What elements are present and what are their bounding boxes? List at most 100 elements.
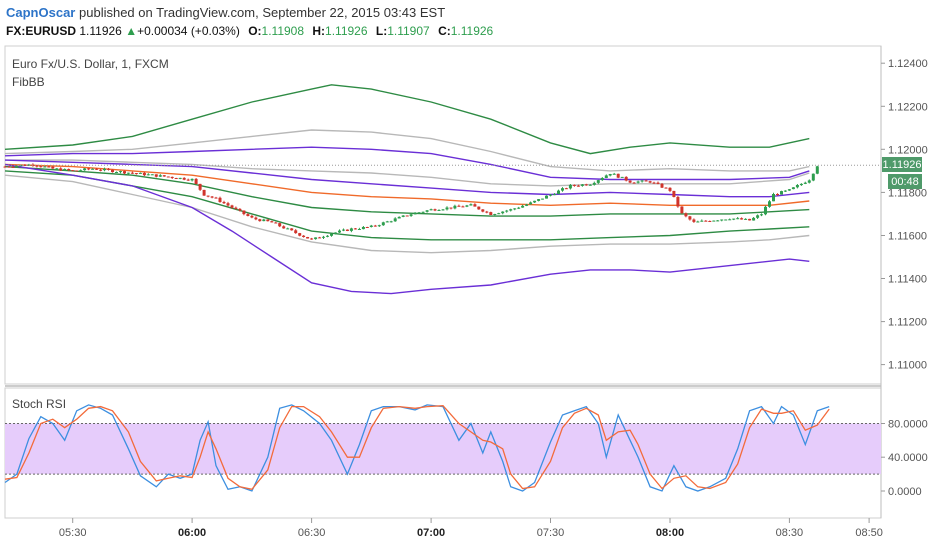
candle-up [369, 225, 373, 227]
candle-up [815, 166, 819, 174]
band-basis [4, 163, 810, 207]
candle-up [803, 182, 807, 184]
indicator-label: FibBB [12, 75, 45, 89]
candle-down [198, 183, 202, 190]
candle-up [549, 194, 552, 196]
candle-up [509, 209, 513, 211]
price-tick-label: 1.11200 [888, 317, 927, 329]
candle-up [791, 187, 795, 190]
candle-down [75, 170, 79, 172]
candle-up [465, 205, 469, 207]
band-gray-lower [4, 174, 810, 254]
candle-up [381, 222, 385, 226]
candle-down [576, 185, 580, 187]
candle-up [780, 191, 783, 195]
symbol-name[interactable]: FX:EURUSD [6, 24, 77, 38]
band-purple-upper [4, 146, 810, 181]
main-pane-title: Euro Fx/U.S. Dollar, 1, FXCM [12, 57, 169, 71]
candle-down [266, 219, 270, 222]
candle-down [162, 175, 166, 177]
candle-down [226, 203, 230, 206]
candle-up [342, 229, 345, 231]
candle-up [736, 218, 740, 220]
candle-up [15, 165, 19, 168]
candle-down [688, 216, 692, 220]
candle-down [290, 228, 294, 231]
high-label: H: [312, 24, 326, 38]
candle-down [71, 170, 75, 172]
candle-down [242, 210, 246, 215]
candle-down [274, 222, 278, 224]
candle-down [652, 182, 656, 184]
candle-up [286, 228, 290, 230]
candle-up [469, 204, 473, 206]
candle-up [799, 183, 803, 186]
candle-up [91, 168, 95, 170]
candle-up [425, 210, 429, 212]
candle-up [43, 166, 47, 168]
candle-down [449, 207, 453, 209]
close-label: C: [438, 24, 451, 38]
candle-down [67, 169, 71, 171]
candle-up [795, 185, 799, 188]
candle-down [59, 168, 63, 171]
candle-down [680, 206, 684, 214]
candle-up [417, 212, 421, 214]
candle-up [756, 215, 760, 218]
high-value: 1.11926 [325, 24, 368, 38]
candle-up [55, 168, 59, 170]
publish-line: CapnOscar published on TradingView.com, … [6, 5, 445, 20]
candle-up [612, 173, 616, 175]
price-tick-label: 1.12000 [888, 144, 928, 156]
candle-up [349, 228, 353, 231]
candle-down [656, 182, 660, 184]
low-value: 1.11907 [387, 24, 430, 38]
candle-up [393, 218, 397, 222]
candle-down [107, 168, 110, 170]
candle-down [668, 187, 672, 191]
candle-up [513, 208, 517, 210]
candle-up [178, 177, 182, 179]
candle-up [768, 201, 771, 207]
candle-down [238, 208, 242, 211]
candle-up [138, 172, 142, 174]
candle-up [79, 170, 83, 172]
candle-up [620, 176, 624, 178]
candle-up [119, 171, 122, 173]
candle-up [83, 168, 87, 171]
candle-down [134, 173, 138, 175]
candle-down [748, 218, 752, 221]
candle-up [783, 190, 787, 192]
candle-down [51, 166, 55, 169]
time-tick-label: 07:30 [537, 527, 565, 539]
candle-up [529, 202, 533, 205]
price-tick-label: 1.11600 [888, 231, 927, 243]
time-tick-label: 06:00 [178, 527, 206, 539]
candle-up [322, 236, 325, 238]
candle-down [489, 212, 493, 215]
candle-up [262, 219, 266, 222]
candle-up [580, 184, 584, 186]
candle-down [123, 171, 126, 174]
candle-down [584, 184, 588, 186]
candle-down [166, 176, 170, 178]
candle-down [564, 188, 568, 190]
candle-down [142, 172, 146, 176]
candle-up [389, 221, 393, 223]
candle-up [561, 188, 564, 191]
candle-down [302, 235, 306, 237]
candle-up [712, 220, 716, 222]
candle-up [596, 180, 600, 183]
candle-down [644, 180, 648, 182]
candle-down [776, 194, 779, 195]
candle-up [401, 215, 405, 217]
candle-up [409, 214, 413, 216]
candle-up [190, 178, 194, 181]
candle-up [63, 169, 67, 171]
candle-down [95, 168, 99, 170]
open-label: O: [248, 24, 262, 38]
candle-down [186, 179, 190, 181]
candle-down [692, 219, 696, 222]
author-link[interactable]: CapnOscar [6, 5, 76, 20]
